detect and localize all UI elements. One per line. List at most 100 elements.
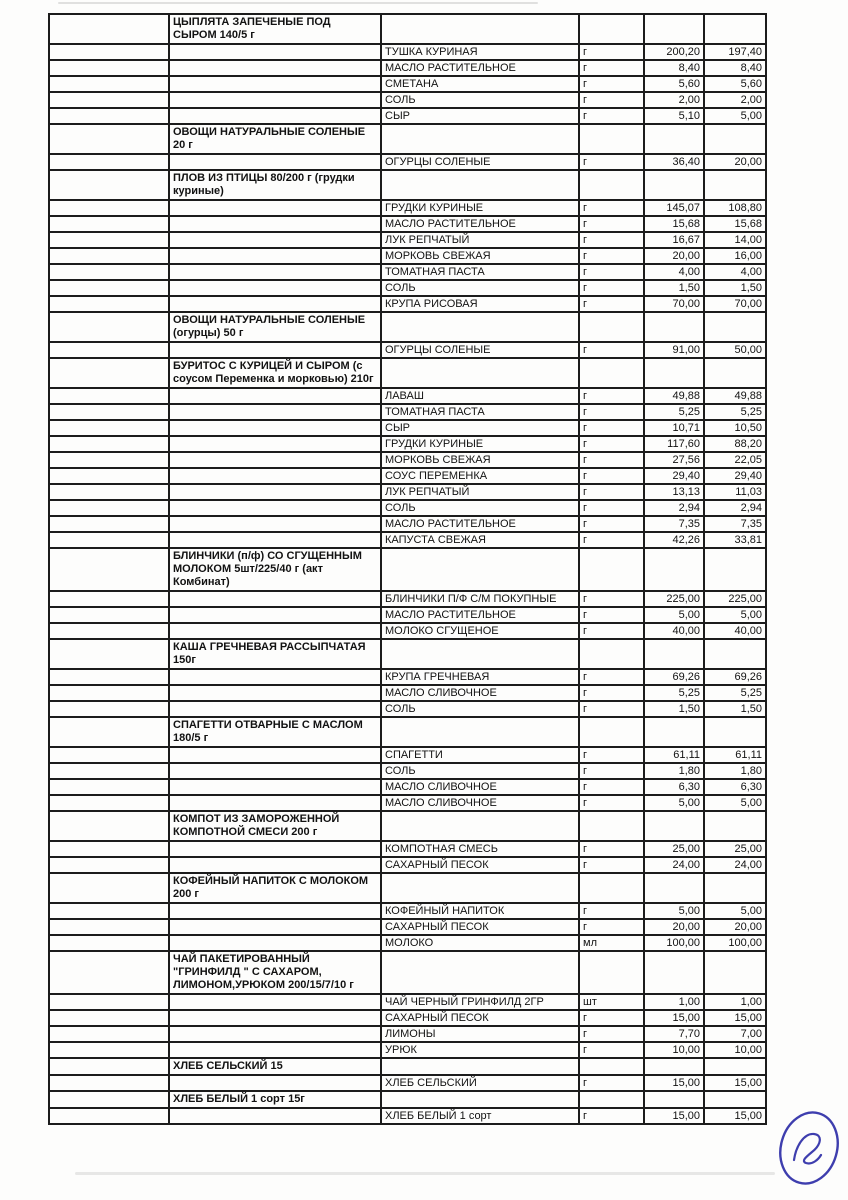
dish-name-cell — [168, 499, 382, 517]
net-qty-cell: 1,50 — [703, 700, 767, 718]
dish-name-cell — [168, 231, 382, 249]
ingredient-row: ХЛЕБ СЕЛЬСКИЙ г 15,00 15,00 — [48, 1074, 767, 1092]
net-qty-cell: 7,00 — [703, 1025, 767, 1043]
dish-name-cell — [168, 606, 382, 624]
unit-cell: г — [578, 746, 645, 764]
gross-qty-cell: 13,13 — [643, 483, 705, 501]
net-qty-cell: 16,00 — [703, 247, 767, 265]
dish-name-cell — [168, 247, 382, 265]
ingredient-name-cell: СОУС ПЕРЕМЕНКА — [380, 467, 580, 485]
ingredient-row: КОМПОТНАЯ СМЕСЬ г 25,00 25,00 — [48, 840, 767, 858]
gross-qty-cell: 5,25 — [643, 684, 705, 702]
unit-cell: г — [578, 918, 645, 936]
unit-cell: г — [578, 902, 645, 920]
unit-cell: г — [578, 387, 645, 405]
gross-qty-cell: 15,68 — [643, 215, 705, 233]
unit-cell — [578, 810, 645, 842]
gross-qty-cell: 8,40 — [643, 59, 705, 77]
unit-cell — [578, 311, 645, 343]
dish-name-cell: БЛИНЧИКИ (п/ф) СО СГУЩЕННЫМ МОЛОКОМ 5шт/… — [168, 547, 382, 592]
net-qty-cell — [703, 1090, 767, 1109]
dish-name-cell — [168, 746, 382, 764]
ingredient-row: МАСЛО РАСТИТЕЛЬНОЕ г 5,00 5,00 — [48, 606, 767, 624]
row-index-cell — [48, 950, 170, 995]
ingredient-name-cell: МАСЛО РАСТИТЕЛЬНОЕ — [380, 215, 580, 233]
dish-name-cell — [168, 295, 382, 313]
gross-qty-cell: 7,35 — [643, 515, 705, 533]
net-qty-cell: 5,00 — [703, 902, 767, 920]
net-qty-cell: 15,68 — [703, 215, 767, 233]
row-index-cell — [48, 872, 170, 904]
gross-qty-cell: 36,40 — [643, 153, 705, 171]
ingredient-name-cell — [380, 872, 580, 904]
ingredient-name-cell: СОЛЬ — [380, 279, 580, 297]
net-qty-cell: 25,00 — [703, 840, 767, 858]
net-qty-cell: 50,00 — [703, 341, 767, 359]
ingredient-name-cell — [380, 1090, 580, 1109]
row-index-cell — [48, 263, 170, 281]
unit-cell: г — [578, 403, 645, 421]
dish-name-cell — [168, 403, 382, 421]
gross-qty-cell — [643, 872, 705, 904]
unit-cell — [578, 872, 645, 904]
dish-name-cell — [168, 515, 382, 533]
ingredient-name-cell: ХЛЕБ БЕЛЫЙ 1 сорт — [380, 1107, 580, 1125]
gross-qty-cell: 70,00 — [643, 295, 705, 313]
unit-cell: г — [578, 1107, 645, 1125]
net-qty-cell: 15,00 — [703, 1074, 767, 1092]
row-index-cell — [48, 75, 170, 93]
row-index-cell — [48, 746, 170, 764]
ingredient-row: МОРКОВЬ СВЕЖАЯ г 20,00 16,00 — [48, 247, 767, 265]
dish-name-cell: СПАГЕТТИ ОТВАРНЫЕ С МАСЛОМ 180/5 г — [168, 716, 382, 748]
ingredient-name-cell: СОЛЬ — [380, 91, 580, 109]
row-index-cell — [48, 515, 170, 533]
net-qty-cell: 5,00 — [703, 794, 767, 812]
row-index-cell — [48, 123, 170, 155]
row-index-cell — [48, 215, 170, 233]
dish-name-cell — [168, 622, 382, 640]
row-index-cell — [48, 918, 170, 936]
dish-name-cell: КОФЕЙНЫЙ НАПИТОК С МОЛОКОМ 200 г — [168, 872, 382, 904]
ingredient-row: КОФЕЙНЫЙ НАПИТОК г 5,00 5,00 — [48, 902, 767, 920]
ingredient-name-cell: ТОМАТНАЯ ПАСТА — [380, 403, 580, 421]
unit-cell: г — [578, 1041, 645, 1059]
dish-name-cell — [168, 856, 382, 874]
unit-cell: г — [578, 794, 645, 812]
net-qty-cell: 10,50 — [703, 419, 767, 437]
ingredient-row: ТУШКА КУРИНАЯ г 200,20 197,40 — [48, 43, 767, 61]
dish-name-cell — [168, 451, 382, 469]
net-qty-cell: 4,00 — [703, 263, 767, 281]
ingredient-name-cell: СПАГЕТТИ — [380, 746, 580, 764]
ingredient-row: МАСЛО РАСТИТЕЛЬНОЕ г 8,40 8,40 — [48, 59, 767, 77]
dish-name-cell — [168, 1041, 382, 1059]
net-qty-cell: 49,88 — [703, 387, 767, 405]
gross-qty-cell: 4,00 — [643, 263, 705, 281]
net-qty-cell — [703, 716, 767, 748]
ingredient-name-cell: ОГУРЦЫ СОЛЕНЫЕ — [380, 341, 580, 359]
unit-cell: г — [578, 590, 645, 608]
gross-qty-cell: 24,00 — [643, 856, 705, 874]
gross-qty-cell: 5,00 — [643, 606, 705, 624]
unit-cell: мл — [578, 934, 645, 952]
dish-name-cell — [168, 993, 382, 1011]
dish-header-row: КОМПОТ ИЗ ЗАМОРОЖЕННОЙ КОМПОТНОЙ СМЕСИ 2… — [48, 810, 767, 842]
scan-artifact-top — [58, 2, 538, 4]
net-qty-cell: 5,00 — [703, 107, 767, 125]
ingredient-name-cell: СОЛЬ — [380, 499, 580, 517]
net-qty-cell: 24,00 — [703, 856, 767, 874]
unit-cell: г — [578, 1009, 645, 1027]
unit-cell: шт — [578, 993, 645, 1011]
ingredient-name-cell: СЫР — [380, 107, 580, 125]
ingredient-name-cell: ЛУК РЕПЧАТЫЙ — [380, 231, 580, 249]
row-index-cell — [48, 716, 170, 748]
ingredient-row: КАПУСТА СВЕЖАЯ г 42,26 33,81 — [48, 531, 767, 549]
unit-cell: г — [578, 622, 645, 640]
row-index-cell — [48, 169, 170, 201]
dish-name-cell — [168, 75, 382, 93]
row-index-cell — [48, 638, 170, 670]
net-qty-cell — [703, 638, 767, 670]
net-qty-cell — [703, 547, 767, 592]
unit-cell: г — [578, 435, 645, 453]
dish-header-row: БУРИТОС С КУРИЦЕЙ И СЫРОМ (с соусом Пере… — [48, 357, 767, 389]
ingredient-row: МАСЛО СЛИВОЧНОЕ г 5,25 5,25 — [48, 684, 767, 702]
